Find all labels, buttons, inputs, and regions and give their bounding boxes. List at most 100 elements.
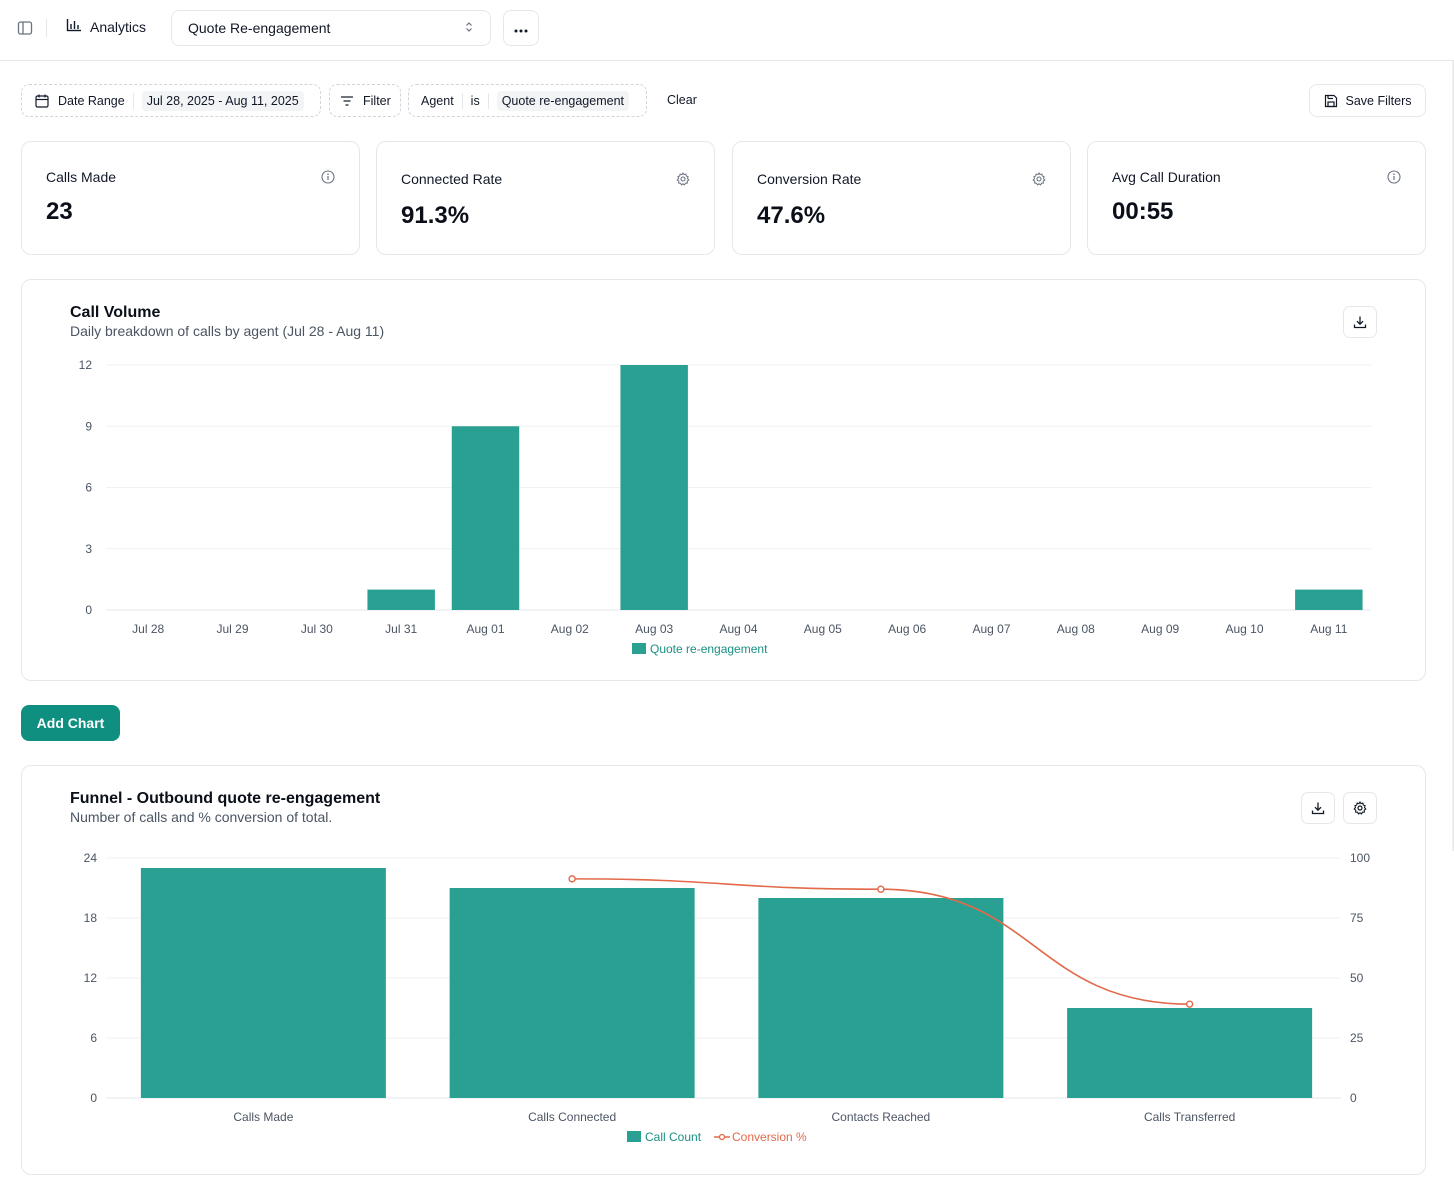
x-tick-label: Aug 08: [1057, 622, 1095, 636]
y2-tick-label: 50: [1350, 971, 1364, 985]
legend-line-marker: [718, 1133, 726, 1141]
breadcrumb[interactable]: Analytics: [66, 18, 146, 35]
stat-label: Connected Rate: [401, 171, 503, 187]
y-tick-label: 3: [85, 542, 92, 556]
stat-value: 00:55: [1112, 198, 1174, 225]
stat-value: 91.3%: [401, 202, 470, 229]
y2-tick-label: 100: [1350, 851, 1370, 865]
legend-label: Conversion %: [732, 1130, 807, 1144]
stat-value: 47.6%: [757, 202, 826, 229]
line-point: [568, 875, 576, 883]
save-filters-label: Save Filters: [1345, 93, 1412, 108]
y-tick-label: 9: [85, 419, 92, 433]
filter-button[interactable]: Filter: [329, 84, 401, 117]
x-tick-label: Calls Transferred: [1144, 1110, 1235, 1124]
chevron-updown-icon: [464, 20, 474, 36]
divider: [461, 92, 463, 109]
info-icon[interactable]: [1387, 170, 1401, 184]
agent-filter-chip[interactable]: Agent is Quote re-engagement: [408, 84, 647, 117]
chart-subtitle: Daily breakdown of calls by agent (Jul 2…: [70, 323, 385, 339]
chart-title: Funnel - Outbound quote re-engagement: [70, 790, 381, 807]
legend-label: Quote re-engagement: [650, 642, 768, 656]
y-tick-label: 18: [84, 911, 98, 925]
date-range-filter[interactable]: Date Range Jul 28, 2025 - Aug 11, 2025: [21, 84, 321, 117]
stat-value: 23: [46, 198, 73, 225]
more-options-button[interactable]: [503, 10, 539, 46]
legend-label: Call Count: [645, 1130, 702, 1144]
y-tick-label: 12: [84, 971, 98, 985]
x-tick-label: Calls Connected: [528, 1110, 616, 1124]
bar: [1295, 589, 1363, 610]
call-volume-panel: Call Volume Daily breakdown of calls by …: [21, 279, 1426, 681]
clear-filters-button[interactable]: Clear: [667, 93, 697, 107]
x-tick-label: Aug 04: [719, 622, 757, 636]
bar-chart-icon: [66, 18, 82, 35]
x-tick-label: Aug 09: [1141, 622, 1179, 636]
gear-icon[interactable]: [676, 172, 690, 186]
agent-filter-value: Quote re-engagement: [496, 90, 630, 111]
bar: [758, 898, 1004, 1098]
bar: [140, 868, 386, 1098]
x-tick-label: Aug 03: [635, 622, 673, 636]
gear-icon: [1353, 801, 1367, 815]
x-tick-label: Jul 29: [216, 622, 248, 636]
filter-bar: Date Range Jul 28, 2025 - Aug 11, 2025 F…: [21, 84, 1426, 118]
calendar-icon: [35, 94, 49, 108]
bar: [620, 365, 688, 610]
add-chart-button[interactable]: Add Chart: [21, 705, 120, 741]
sidebar-toggle-icon[interactable]: [14, 17, 36, 39]
download-icon: [1353, 315, 1367, 329]
save-filters-button[interactable]: Save Filters: [1309, 84, 1426, 117]
filter-icon: [340, 95, 354, 107]
filter-label: Filter: [363, 93, 391, 108]
stat-card-calls-made: Calls Made 23: [21, 141, 360, 255]
y-tick-label: 6: [90, 1031, 97, 1045]
divider: [487, 92, 489, 109]
x-tick-label: Aug 05: [804, 622, 842, 636]
download-button[interactable]: [1343, 306, 1377, 338]
download-button[interactable]: [1301, 792, 1335, 824]
gear-icon[interactable]: [1032, 172, 1046, 186]
top-bar: Analytics Quote Re-engagement: [0, 0, 1454, 61]
chart-settings-button[interactable]: [1343, 792, 1377, 824]
download-icon: [1311, 801, 1325, 815]
chart-title: Call Volume: [70, 304, 161, 321]
x-tick-label: Aug 07: [972, 622, 1010, 636]
funnel-chart: 0 6 12 18 24 0 25 50 75 100 Calls Made Calls Connec…: [84, 851, 1371, 1144]
stat-label: Calls Made: [46, 169, 117, 185]
divider: [46, 19, 47, 37]
call-volume-chart: 0 3 6 9 12 Jul 28 Jul 29 Jul 30 Jul 31 Aug 01 Aug …: [79, 358, 1371, 656]
more-icon: [514, 21, 528, 36]
x-tick-label: Jul 30: [301, 622, 333, 636]
y-tick-label: 6: [85, 481, 92, 495]
x-tick-label: Aug 01: [466, 622, 504, 636]
bar: [451, 426, 520, 610]
info-icon[interactable]: [321, 170, 335, 184]
legend-swatch: [632, 643, 646, 654]
x-tick-label: Jul 31: [385, 622, 417, 636]
bar: [367, 589, 435, 610]
chart-subtitle: Number of calls and % conversion of tota…: [70, 809, 333, 825]
stat-label: Conversion Rate: [757, 171, 862, 187]
bar: [1067, 1008, 1313, 1098]
y-tick-label: 12: [79, 358, 93, 372]
y-tick-label: 0: [85, 603, 92, 617]
x-tick-label: Aug 10: [1225, 622, 1263, 636]
conversion-line: [572, 878, 1190, 1005]
date-range-value: Jul 28, 2025 - Aug 11, 2025: [141, 90, 304, 111]
date-range-label: Date Range: [58, 93, 125, 108]
divider: [132, 92, 134, 109]
x-tick-label: Aug 06: [888, 622, 926, 636]
x-tick-label: Calls Made: [233, 1110, 293, 1124]
legend-swatch: [627, 1131, 641, 1142]
stat-card-conversion-rate: Conversion Rate 47.6%: [732, 141, 1071, 255]
y2-tick-label: 0: [1350, 1091, 1357, 1105]
line-point: [1185, 1000, 1194, 1008]
y-tick-label: 0: [90, 1091, 97, 1105]
y2-tick-label: 25: [1350, 1031, 1364, 1045]
agent-filter-field: Agent: [421, 93, 454, 108]
breadcrumb-label: Analytics: [90, 18, 147, 35]
agent-select[interactable]: Quote Re-engagement: [171, 10, 491, 46]
agent-select-value: Quote Re-engagement: [188, 20, 331, 36]
stat-label: Avg Call Duration: [1112, 169, 1221, 185]
